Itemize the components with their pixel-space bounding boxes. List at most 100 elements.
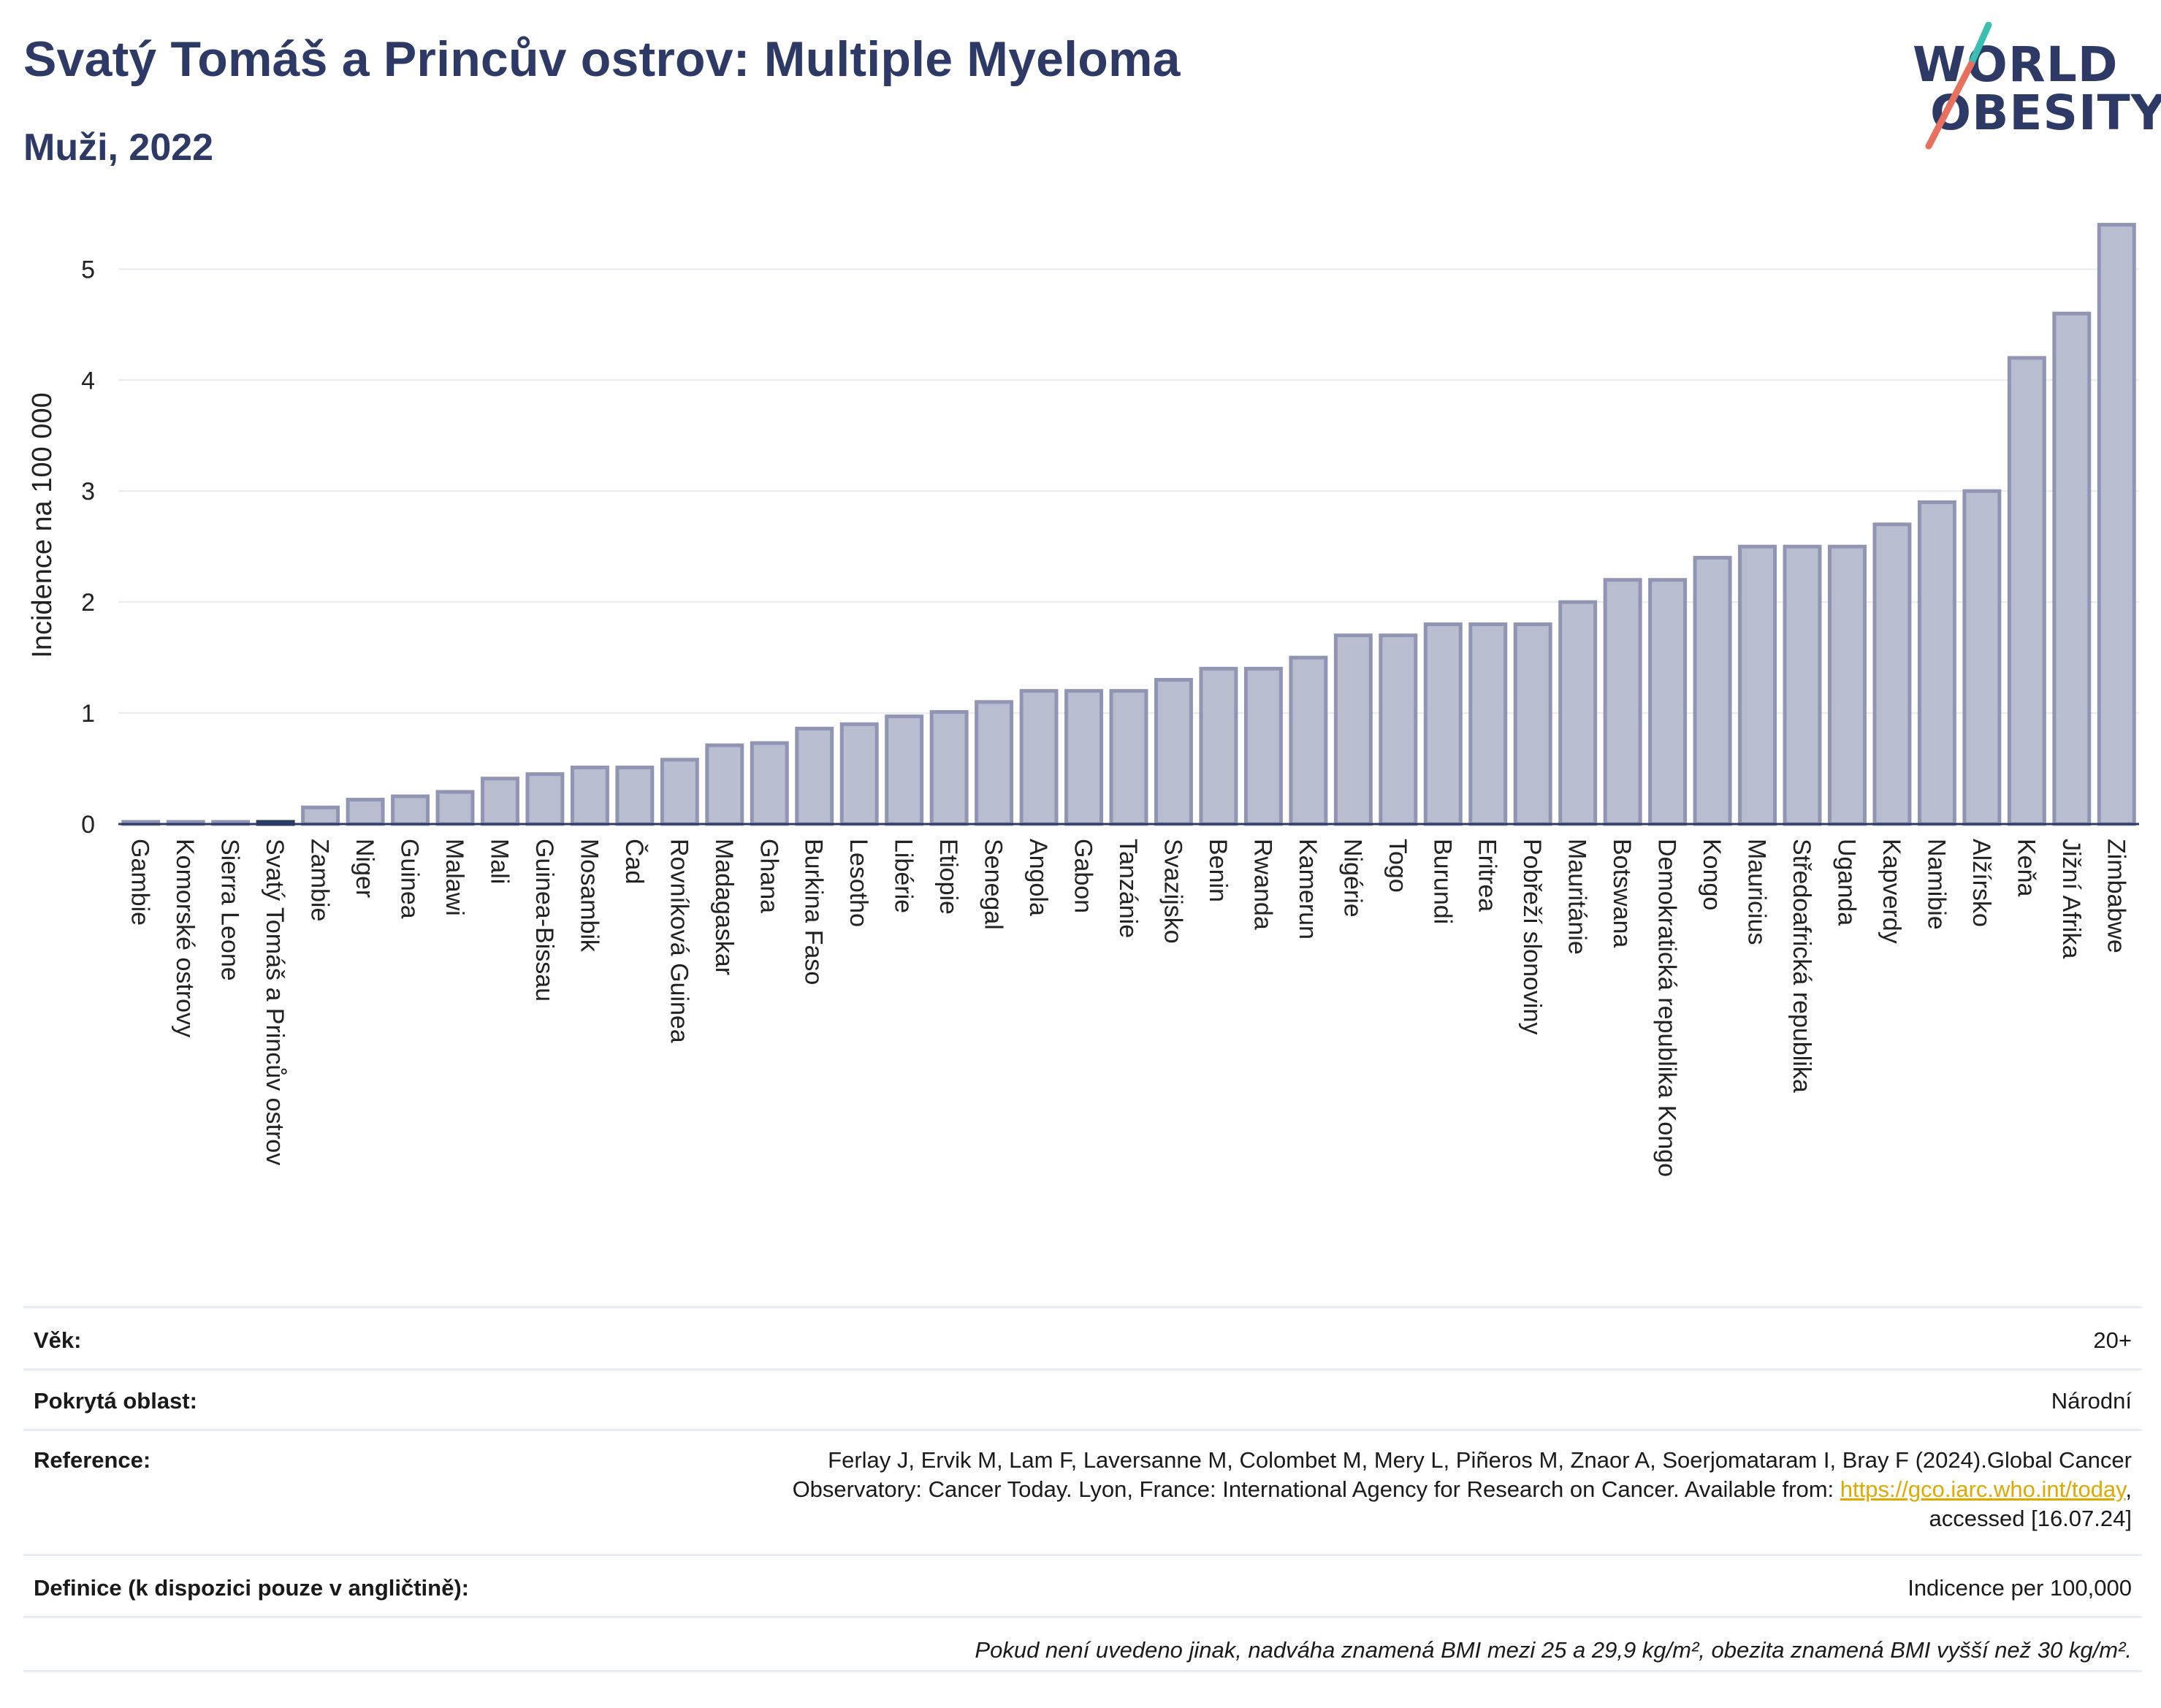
x-tick-label: Kongo xyxy=(1698,839,1726,910)
bar xyxy=(1289,655,1328,826)
x-tick-label: Keňa xyxy=(2012,839,2040,896)
x-tick-label: Etiopie xyxy=(934,839,962,915)
x-tick-label: Togo xyxy=(1384,839,1411,893)
bar xyxy=(1199,666,1238,826)
x-tick-label: Benin xyxy=(1204,839,1232,902)
x-tick-label: Eritrea xyxy=(1474,839,1501,912)
bar xyxy=(346,798,385,826)
bar xyxy=(1603,578,1642,826)
bar xyxy=(1064,689,1104,826)
info-row-reference: Reference: Ferlay J, Ervik M, Lam F, Lav… xyxy=(23,1429,2142,1554)
bar xyxy=(2097,223,2136,826)
logo-slash-icon xyxy=(1925,22,1992,150)
area-value: Národní xyxy=(2051,1388,2132,1414)
x-tick-label: Lesotho xyxy=(845,839,872,927)
bar xyxy=(1917,500,1956,826)
bar xyxy=(1423,622,1463,826)
bar xyxy=(1333,633,1373,826)
reference-line-2-text: Observatory: Cancer Today. Lyon, France:… xyxy=(792,1476,1840,1502)
x-tick-label: Namibie xyxy=(1922,839,1950,930)
reference-value: Ferlay J, Ervik M, Lam F, Laversanne M, … xyxy=(793,1446,2132,1533)
world-obesity-logo: WORLD OBESITY xyxy=(1899,22,2161,161)
x-tick-label: Demokratická republika Kongo xyxy=(1653,839,1681,1177)
info-row-age: Věk: 20+ xyxy=(23,1306,2142,1368)
reference-line-2-end: , xyxy=(2125,1476,2132,1502)
bar xyxy=(1558,600,1598,826)
bar xyxy=(391,794,430,826)
bar xyxy=(660,758,699,826)
y-tick-label: 5 xyxy=(81,256,95,283)
y-tick-label: 3 xyxy=(81,478,95,506)
x-tick-label: Kapverdy xyxy=(1878,839,1905,944)
bar xyxy=(839,722,879,826)
age-label: Věk: xyxy=(34,1327,82,1353)
info-row-area: Pokrytá oblast: Národní xyxy=(23,1368,2142,1429)
page-subtitle: Muži, 2022 xyxy=(23,126,214,169)
info-row-note: Pokud není uvedeno jinak, nadváha znamen… xyxy=(23,1616,2142,1677)
x-tick-label: Svazijsko xyxy=(1159,839,1186,944)
bar xyxy=(1693,555,1732,826)
x-tick-label: Zimbabwe xyxy=(2102,839,2130,953)
x-tick-label: Senegal xyxy=(980,839,1007,930)
x-tick-label: Svatý Tomáš a Princův ostrov xyxy=(261,839,289,1165)
y-tick-labels: 0 1 2 3 4 5 xyxy=(81,256,95,839)
y-axis-title: Incidence na 100 000 xyxy=(27,392,58,657)
x-tick-label: Čad xyxy=(620,839,648,884)
bar xyxy=(1738,544,1777,826)
bar xyxy=(705,743,744,826)
bar-chart: 0 1 2 3 4 5 Gambie Komorské ostrovy Sierra Leon… xyxy=(27,223,2139,1177)
y-tick-label: 0 xyxy=(81,811,95,839)
x-tick-label: Ghana xyxy=(755,839,782,913)
x-tick-label: Pobřeží slonoviny xyxy=(1518,839,1546,1034)
x-tick-label: Gambie xyxy=(126,839,154,926)
bar xyxy=(1109,689,1148,826)
x-tick-label: Mauritánie xyxy=(1563,839,1591,955)
y-tick-label: 2 xyxy=(81,589,95,617)
bars xyxy=(121,223,2136,826)
bar xyxy=(885,714,924,826)
x-tick-label: Guinea-Bissau xyxy=(530,839,558,1002)
bar xyxy=(615,766,655,826)
reference-line-1: Ferlay J, Ervik M, Lam F, Laversanne M, … xyxy=(828,1447,2132,1473)
bar xyxy=(525,772,565,826)
x-tick-label: Uganda xyxy=(1832,839,1860,926)
x-tick-label: Libérie xyxy=(890,839,918,913)
x-tick-label: Alžírsko xyxy=(1967,839,1995,927)
bar xyxy=(1019,689,1059,826)
definition-label: Definice (k dispozici pouze v angličtině… xyxy=(34,1575,469,1601)
x-tick-label: Kamerun xyxy=(1294,839,1322,939)
bar xyxy=(1962,489,2002,826)
bar xyxy=(975,700,1014,826)
x-tick-label: Angola xyxy=(1024,839,1052,916)
x-tick-labels: Gambie Komorské ostrovy Sierra Leone Svatý … xyxy=(126,839,2130,1177)
page-title: Svatý Tomáš a Princův ostrov: Multiple M… xyxy=(23,31,1181,87)
bar xyxy=(1648,578,1688,826)
bar xyxy=(929,710,969,826)
bar xyxy=(1379,633,1418,826)
x-tick-label: Gabon xyxy=(1070,839,1097,913)
bar xyxy=(570,766,609,826)
x-tick-label: Malawi xyxy=(441,839,468,916)
bar xyxy=(2007,356,2046,826)
info-row-definition: Definice (k dispozici pouze v angličtině… xyxy=(23,1554,2142,1616)
x-tick-label: Niger xyxy=(351,839,378,898)
info-table: Věk: 20+ Pokrytá oblast: Národní Referen… xyxy=(23,1306,2142,1677)
x-tick-label: Guinea xyxy=(396,839,424,919)
x-tick-label: Mauricius xyxy=(1743,839,1771,945)
bar xyxy=(795,726,834,826)
reference-label: Reference: xyxy=(34,1447,151,1473)
x-tick-label: Zambie xyxy=(306,839,334,921)
bar xyxy=(1243,666,1283,826)
logo-text-obesity: OBESITY xyxy=(1930,85,2161,141)
x-tick-label: Sierra Leone xyxy=(216,839,244,981)
x-tick-label: Mali xyxy=(485,839,513,884)
bmi-note: Pokud není uvedeno jinak, nadváha znamen… xyxy=(975,1637,2132,1663)
x-tick-label: Burundi xyxy=(1428,839,1456,924)
bar xyxy=(1468,622,1508,826)
x-tick-label: Nigérie xyxy=(1338,839,1366,918)
bar xyxy=(435,790,475,826)
y-tick-label: 4 xyxy=(81,367,95,394)
reference-link[interactable]: https://gco.iarc.who.int/today xyxy=(1840,1476,2126,1502)
x-tick-label: Mosambik xyxy=(575,839,603,953)
x-tick-label: Madagaskar xyxy=(710,839,738,975)
